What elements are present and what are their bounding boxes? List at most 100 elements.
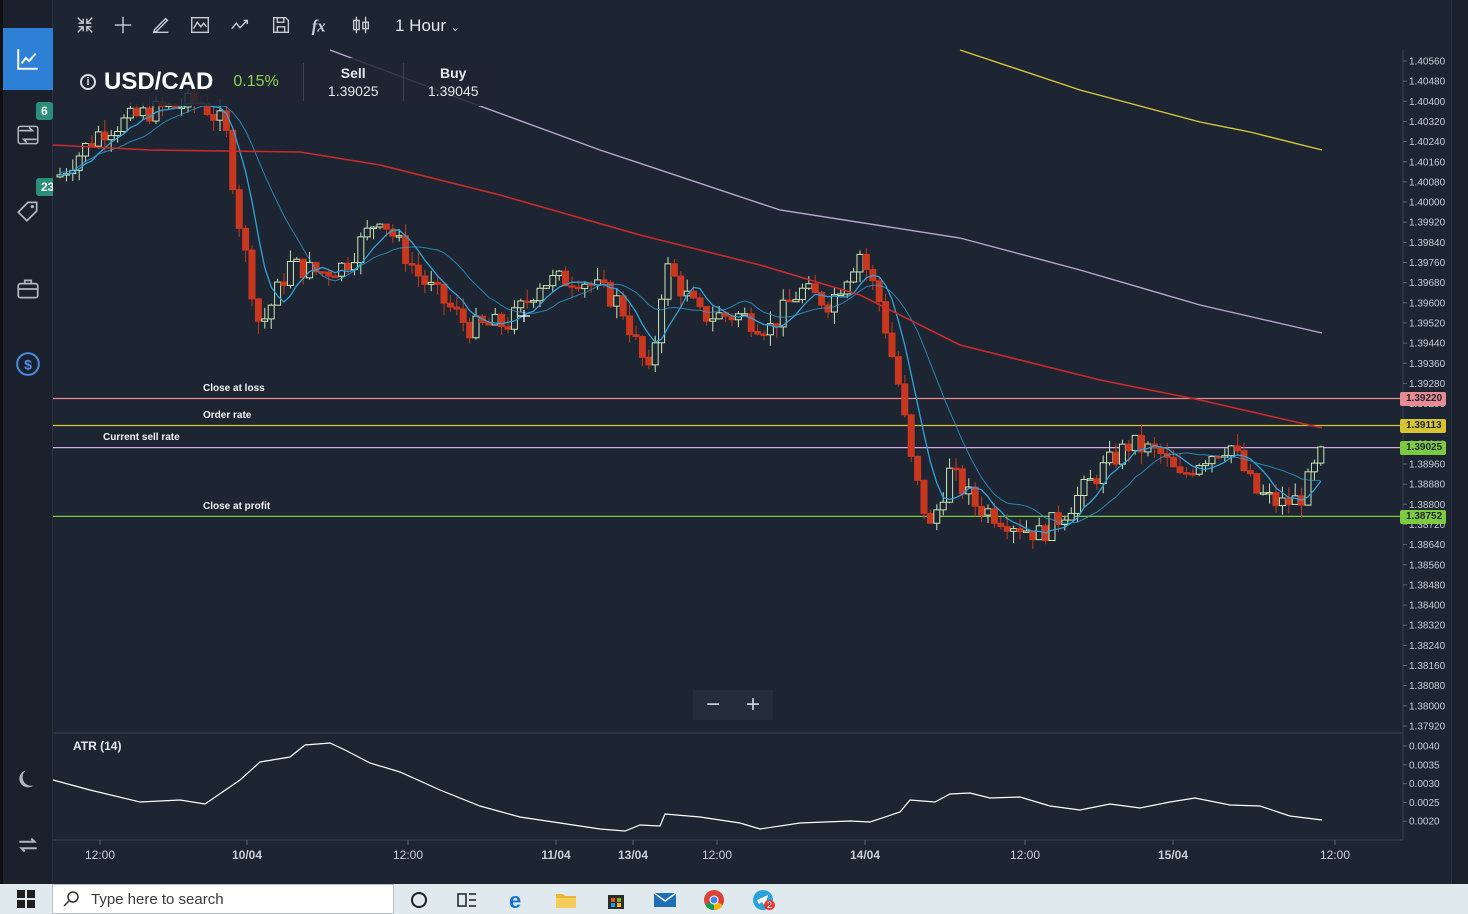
candle-body	[907, 414, 915, 457]
price-axis-label: 1.38160	[1409, 661, 1446, 672]
order-rate-price-badge[interactable]: 1.39113	[1400, 419, 1446, 433]
candle-body	[1125, 443, 1133, 452]
candle-body	[1010, 528, 1018, 532]
price-axis-label: 1.38800	[1409, 500, 1446, 511]
start-button[interactable]	[0, 884, 52, 914]
ma-mid-line	[52, 144, 1323, 429]
zoom-in-button[interactable]: +	[745, 691, 760, 718]
candle-body	[530, 300, 538, 303]
zoom-out-button[interactable]: −	[705, 691, 720, 718]
sidebar-item-funds[interactable]: $	[3, 333, 53, 395]
candle-body	[1202, 463, 1210, 467]
price-axis-label: 1.38720	[1409, 520, 1446, 531]
interval-dropdown[interactable]: 1 Hour ⌄	[395, 16, 460, 36]
file-explorer-button[interactable]	[553, 888, 579, 912]
info-icon[interactable]: i	[80, 74, 96, 90]
candle-body	[94, 131, 102, 147]
candle-body	[1099, 462, 1107, 485]
candle-body	[1208, 456, 1216, 465]
telegram-button[interactable]: 2	[750, 888, 776, 912]
price-axis-label: 1.40000	[1409, 198, 1446, 209]
candle-body	[1003, 526, 1011, 532]
candle-body	[984, 508, 992, 516]
candle-body	[696, 297, 704, 308]
window-edge	[0, 0, 3, 884]
edge-button[interactable]: e	[505, 888, 531, 912]
candle-body	[254, 298, 262, 322]
save-icon	[272, 16, 290, 34]
function-icon: fx	[312, 16, 326, 35]
candle-body	[1240, 450, 1248, 472]
mail-icon	[653, 892, 677, 907]
sidebar-item-chart[interactable]	[3, 28, 53, 90]
swap-button[interactable]	[3, 814, 53, 876]
theme-toggle-button[interactable]	[3, 748, 53, 810]
candle-body	[1106, 451, 1114, 464]
compare-button[interactable]	[349, 13, 373, 37]
trendline-button[interactable]	[228, 13, 252, 37]
pencil-icon	[152, 17, 169, 34]
task-view-button[interactable]	[454, 888, 480, 912]
cortana-button[interactable]	[406, 888, 432, 912]
price-axis-label: 1.38480	[1409, 580, 1446, 591]
buy-label: Buy	[439, 65, 467, 81]
store-button[interactable]	[603, 888, 629, 912]
right-scroll-panel[interactable]	[1451, 0, 1468, 884]
candle-body	[581, 283, 589, 289]
candle-body	[811, 283, 819, 293]
candle-body	[376, 223, 384, 228]
stop-loss-price-badge[interactable]: 1.39220	[1400, 392, 1446, 406]
sell-quote[interactable]: Sell 1.39025	[302, 63, 403, 101]
buy-quote[interactable]: Buy 1.39045	[402, 63, 503, 101]
price-axis-label: 1.38560	[1409, 560, 1446, 571]
close-at-profit-label: Close at profit	[203, 501, 271, 512]
task-view-icon	[457, 893, 476, 907]
price-chart[interactable]: 1.40560 1.40480 1.40400 1.40320 1.40240 1.401…	[0, 0, 1451, 884]
draw-button[interactable]	[149, 13, 173, 37]
candle-body	[1182, 472, 1190, 475]
fullscreen-button[interactable]	[73, 13, 97, 37]
sidebar-item-trades[interactable]	[3, 104, 53, 166]
take-profit-price-badge[interactable]: 1.38752	[1400, 510, 1446, 524]
candle-body	[536, 287, 544, 302]
candle-body	[1246, 470, 1254, 475]
candle-body	[261, 318, 269, 322]
candle-body	[760, 333, 768, 337]
candle-body	[1285, 497, 1293, 505]
search-placeholder: Type here to search	[91, 890, 224, 908]
svg-text:$: $	[24, 356, 32, 372]
candle-body	[210, 114, 218, 121]
trendline-icon	[231, 19, 249, 30]
candle-body	[920, 479, 928, 514]
candle-body	[830, 294, 838, 313]
atr-axis-label: 0.0030	[1409, 779, 1440, 790]
sidebar: 6 23 $	[0, 0, 60, 884]
candle-body	[626, 315, 634, 336]
taskbar-search-box[interactable]: Type here to search	[52, 884, 394, 914]
candle-body	[517, 300, 525, 309]
candle-body	[894, 356, 902, 385]
chrome-button[interactable]	[701, 888, 727, 912]
candle-body	[331, 275, 339, 279]
time-axis-label: 12:00	[393, 848, 423, 862]
pattern-button[interactable]	[188, 13, 212, 37]
sell-label: Sell	[340, 65, 366, 81]
candle-body	[1227, 445, 1235, 457]
atr-indicator-label[interactable]: ATR (14)	[73, 739, 122, 753]
quote-panel: i USD/CAD 0.15% Sell 1.39025 Buy 1.39045	[72, 58, 503, 106]
candle-body	[434, 281, 442, 285]
candle-body	[741, 313, 749, 316]
sell-rate-price-badge[interactable]: 1.39025	[1400, 441, 1446, 455]
chevron-down-icon: ⌄	[450, 22, 460, 34]
crosshair-button[interactable]	[111, 13, 135, 37]
pattern-icon	[191, 16, 209, 34]
mail-button[interactable]	[652, 888, 678, 912]
swap-icon	[19, 837, 37, 853]
sidebar-item-portfolio[interactable]	[3, 258, 53, 320]
save-button[interactable]	[269, 13, 293, 37]
indicators-button[interactable]: fx	[308, 13, 332, 37]
candle-body	[856, 253, 864, 273]
svg-text:e: e	[509, 889, 521, 911]
sidebar-item-tags[interactable]	[3, 180, 53, 242]
